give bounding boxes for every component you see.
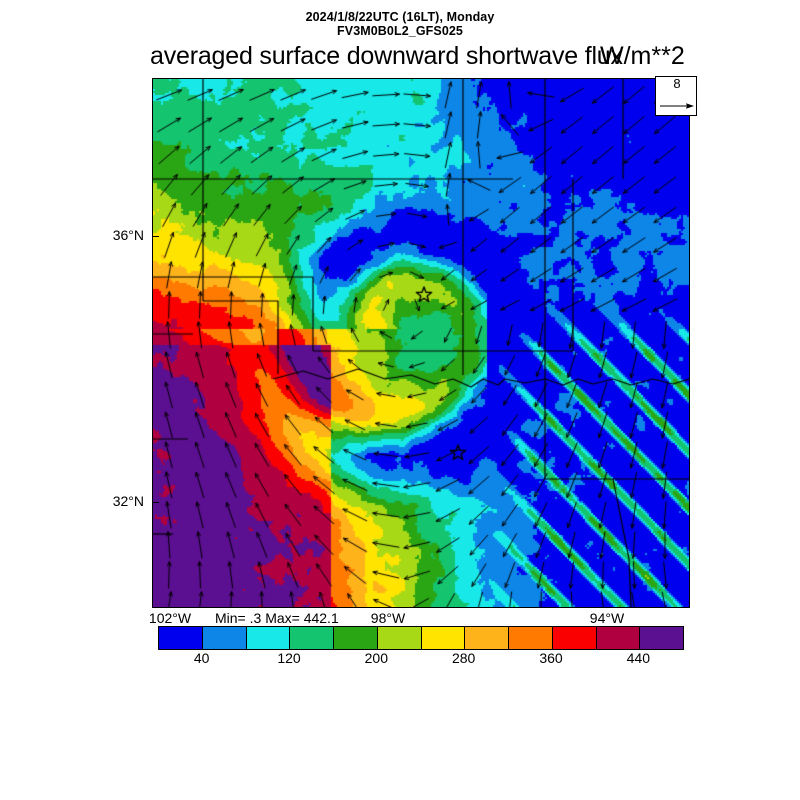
y-axis-tickmark-0 bbox=[152, 236, 159, 237]
colorbar-segment-3[interactable] bbox=[290, 627, 334, 649]
map-plot-area[interactable] bbox=[152, 78, 690, 608]
colorbar-tick-40: 40 bbox=[193, 650, 210, 666]
wind-vector-key: 8 bbox=[655, 76, 697, 116]
colorbar-segment-10[interactable] bbox=[596, 627, 641, 649]
colorbar-tick-440: 440 bbox=[626, 650, 650, 666]
colorbar-segment-1[interactable] bbox=[202, 627, 247, 649]
units-label: W/m**2 bbox=[600, 42, 685, 70]
colorbar[interactable] bbox=[158, 626, 684, 650]
right-arrow-icon bbox=[660, 103, 694, 109]
model-title: FV3M0B0L2_GFS025 bbox=[337, 24, 463, 38]
x-axis-tick-0: 102°W bbox=[148, 610, 192, 626]
min-max-annotation: Min= .3 Max= 442.1 bbox=[215, 610, 339, 626]
x-axis-tick-1: 98°W bbox=[370, 610, 406, 626]
y-axis-tick-0: 36°N bbox=[112, 227, 144, 243]
wind-vector-magnitude: 8 bbox=[673, 76, 681, 91]
shortwave-flux-heatmap bbox=[153, 79, 689, 607]
colorbar-segment-9[interactable] bbox=[552, 627, 597, 649]
colorbar-segment-5[interactable] bbox=[377, 627, 422, 649]
colorbar-tick-120: 120 bbox=[277, 650, 301, 666]
datetime-title: 2024/1/8/22UTC (16LT), Monday bbox=[305, 10, 495, 24]
y-axis-tick-1: 32°N bbox=[112, 493, 144, 509]
colorbar-segment-11[interactable] bbox=[640, 627, 683, 649]
colorbar-tick-360: 360 bbox=[539, 650, 563, 666]
colorbar-tick-280: 280 bbox=[451, 650, 476, 666]
colorbar-segment-0[interactable] bbox=[159, 627, 203, 649]
colorbar-tick-200: 200 bbox=[364, 650, 388, 666]
colorbar-segment-8[interactable] bbox=[509, 627, 553, 649]
colorbar-segment-2[interactable] bbox=[246, 627, 291, 649]
header-block: 2024/1/8/22UTC (16LT), Monday FV3M0B0L2_… bbox=[0, 10, 800, 38]
page-title: averaged surface downward shortwave flux bbox=[150, 42, 623, 70]
colorbar-segment-4[interactable] bbox=[334, 627, 378, 649]
x-axis-tick-2: 94°W bbox=[589, 610, 625, 626]
colorbar-segment-7[interactable] bbox=[465, 627, 509, 649]
colorbar-segment-6[interactable] bbox=[421, 627, 466, 649]
y-axis-tickmark-1 bbox=[152, 502, 159, 503]
